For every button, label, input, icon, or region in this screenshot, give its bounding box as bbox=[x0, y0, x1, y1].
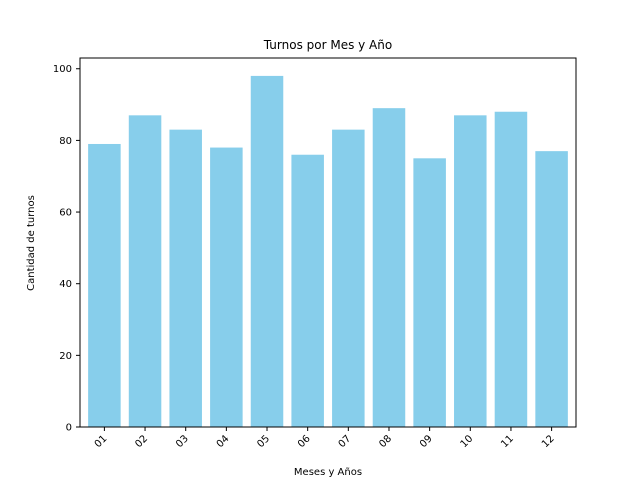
bar-07 bbox=[332, 129, 365, 427]
x-axis-label: Meses y Años bbox=[294, 467, 362, 478]
bars-layer bbox=[88, 75, 568, 428]
bar-11 bbox=[494, 111, 528, 428]
bar-04 bbox=[210, 147, 243, 427]
bar-08 bbox=[372, 108, 406, 427]
chart-title: Turnos por Mes y Año bbox=[263, 38, 392, 52]
bar-10 bbox=[454, 115, 487, 427]
bar-06 bbox=[291, 154, 324, 428]
y-tick-label: 100 bbox=[53, 64, 72, 75]
y-tick-label: 0 bbox=[66, 423, 72, 434]
bar-09 bbox=[413, 158, 446, 427]
y-axis-label: Cantidad de turnos bbox=[26, 195, 37, 291]
bar-12 bbox=[535, 151, 568, 427]
bar-05 bbox=[250, 75, 284, 427]
y-tick-label: 80 bbox=[59, 136, 72, 147]
y-tick-label: 40 bbox=[59, 279, 72, 290]
y-axis-ticks: 0 20 40 60 80 100 bbox=[53, 64, 80, 434]
y-tick-label: 20 bbox=[59, 351, 72, 362]
bar-01 bbox=[88, 143, 121, 428]
plot-area-frame bbox=[79, 57, 577, 428]
bar-02 bbox=[128, 115, 162, 427]
bar-03 bbox=[169, 129, 202, 427]
y-tick-label: 60 bbox=[59, 208, 72, 219]
